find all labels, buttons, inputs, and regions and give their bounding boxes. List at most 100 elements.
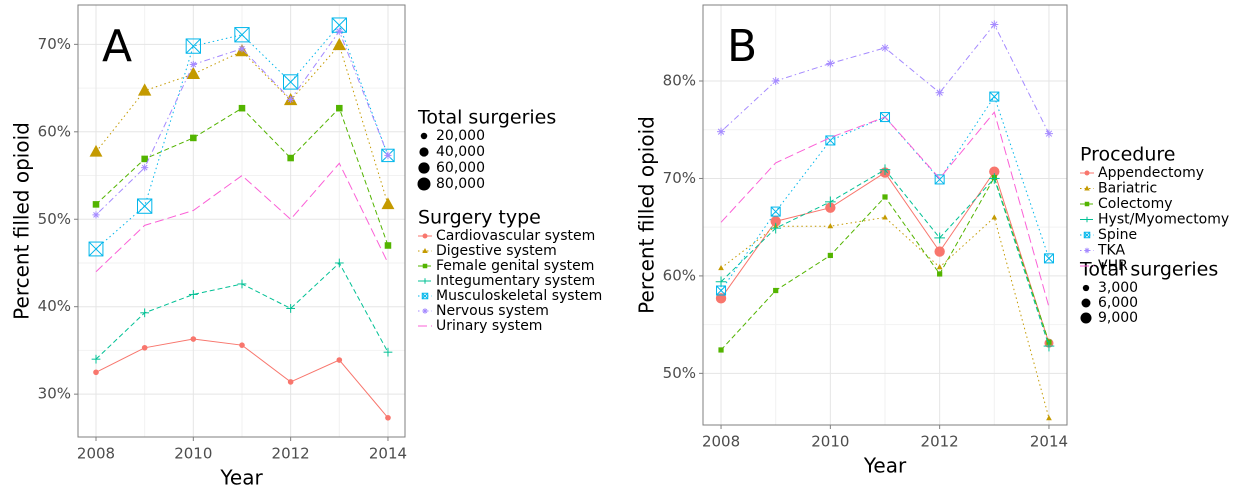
- data-point: [989, 166, 1000, 177]
- legend-marker: [422, 308, 428, 314]
- data-point: [934, 232, 945, 244]
- legend-marker: [1084, 185, 1090, 191]
- data-point: [137, 198, 153, 214]
- marker-box: [421, 292, 429, 300]
- x-tick-label: 2008: [702, 433, 740, 451]
- legend-marker: [1083, 231, 1091, 239]
- legend-marker: [422, 263, 428, 269]
- marker-stroke: [88, 241, 104, 257]
- marker-stroke: [1045, 130, 1053, 137]
- legend-marker: [421, 292, 429, 300]
- marker-stroke: [717, 128, 725, 135]
- plot-border: [77, 4, 406, 438]
- data-point: [825, 202, 836, 213]
- y-tick-label: 70%: [38, 35, 71, 53]
- marker-stroke: [716, 285, 726, 296]
- marker-stroke: [991, 21, 998, 28]
- x-axis-title: Year: [219, 466, 263, 490]
- legend-label: 3,000: [1098, 280, 1138, 296]
- data-point: [238, 45, 246, 53]
- data-point: [770, 206, 781, 217]
- legend-marker: [422, 248, 428, 253]
- legend-size-key: [418, 162, 430, 174]
- data-point: [189, 60, 197, 69]
- legend-size-key: [419, 147, 429, 157]
- marker-stroke: [825, 135, 836, 146]
- legend-label: Digestive system: [436, 243, 557, 259]
- legend-label: Nervous system: [436, 303, 549, 319]
- data-point: [882, 214, 888, 220]
- x-tick-label: 2014: [369, 445, 407, 463]
- legend-marker: [1084, 247, 1090, 254]
- y-axis-title: Percent filled opioid: [635, 116, 659, 314]
- panel-label: B: [727, 21, 757, 72]
- marker-stroke: [190, 61, 197, 68]
- data-point: [827, 252, 833, 259]
- data-point: [1044, 129, 1053, 138]
- marker-box: [282, 74, 299, 90]
- data-point: [381, 197, 395, 210]
- legend-label: Hyst/Myomectomy: [1098, 212, 1229, 228]
- data-point: [93, 369, 99, 376]
- marker-box: [381, 148, 395, 163]
- plot-border: [702, 4, 1068, 426]
- data-point: [1043, 253, 1054, 264]
- y-tick-label: 50%: [663, 364, 696, 382]
- marker-stroke: [989, 91, 1000, 102]
- data-point: [826, 59, 835, 68]
- marker-box: [1043, 253, 1054, 264]
- data-point: [716, 285, 727, 296]
- legend-marker: [422, 278, 428, 284]
- y-tick-label: 40%: [38, 297, 71, 315]
- marker-stroke: [331, 17, 347, 33]
- x-tick-label: 2014: [1030, 433, 1068, 451]
- marker-box: [185, 38, 201, 54]
- marker-box: [716, 285, 727, 296]
- legend-marker: [1084, 201, 1090, 207]
- legend-title: Procedure: [1080, 144, 1175, 166]
- marker-stroke: [827, 60, 834, 67]
- marker-stroke: [772, 77, 779, 85]
- legend-label: Spine: [1098, 227, 1137, 243]
- legend-label: 80,000: [436, 176, 485, 192]
- marker-stroke: [881, 44, 889, 52]
- data-point: [92, 201, 100, 208]
- x-tick-label: 2010: [811, 433, 849, 451]
- legend-label: 40,000: [436, 144, 485, 160]
- marker-stroke: [336, 28, 343, 35]
- legend-title: Total surgeries: [417, 107, 556, 129]
- data-point: [141, 155, 148, 163]
- legend-label: 6,000: [1098, 295, 1138, 311]
- marker-stroke: [283, 74, 299, 90]
- y-tick-label: 30%: [38, 385, 71, 403]
- marker-box: [879, 112, 891, 123]
- marker-box: [825, 135, 836, 146]
- data-point: [336, 104, 343, 112]
- data-point: [188, 290, 198, 299]
- legend-label: Appendectomy: [1098, 165, 1204, 181]
- data-point: [934, 246, 945, 257]
- data-point: [92, 211, 100, 219]
- data-point: [335, 27, 343, 35]
- data-point: [336, 357, 343, 363]
- data-point: [1043, 340, 1055, 352]
- x-tick-label: 2012: [272, 445, 310, 463]
- legend-size-key: [417, 177, 431, 191]
- series-line: [720, 111, 1050, 308]
- legend-label: Colectomy: [1098, 196, 1173, 212]
- legend-label: VHR: [1098, 258, 1128, 274]
- legend-size-key: [420, 132, 428, 140]
- data-point: [770, 222, 782, 234]
- marker-box: [934, 174, 945, 185]
- data-point: [384, 151, 392, 159]
- data-point: [718, 264, 724, 271]
- data-point: [287, 95, 295, 104]
- data-point: [937, 271, 943, 277]
- y-axis-title: Percent filled opioid: [10, 122, 34, 320]
- data-point: [715, 293, 727, 304]
- marker-stroke: [385, 152, 391, 159]
- marker-stroke: [287, 96, 294, 103]
- marker-stroke: [185, 38, 201, 54]
- data-point: [882, 194, 888, 200]
- legend-marker: [422, 233, 428, 239]
